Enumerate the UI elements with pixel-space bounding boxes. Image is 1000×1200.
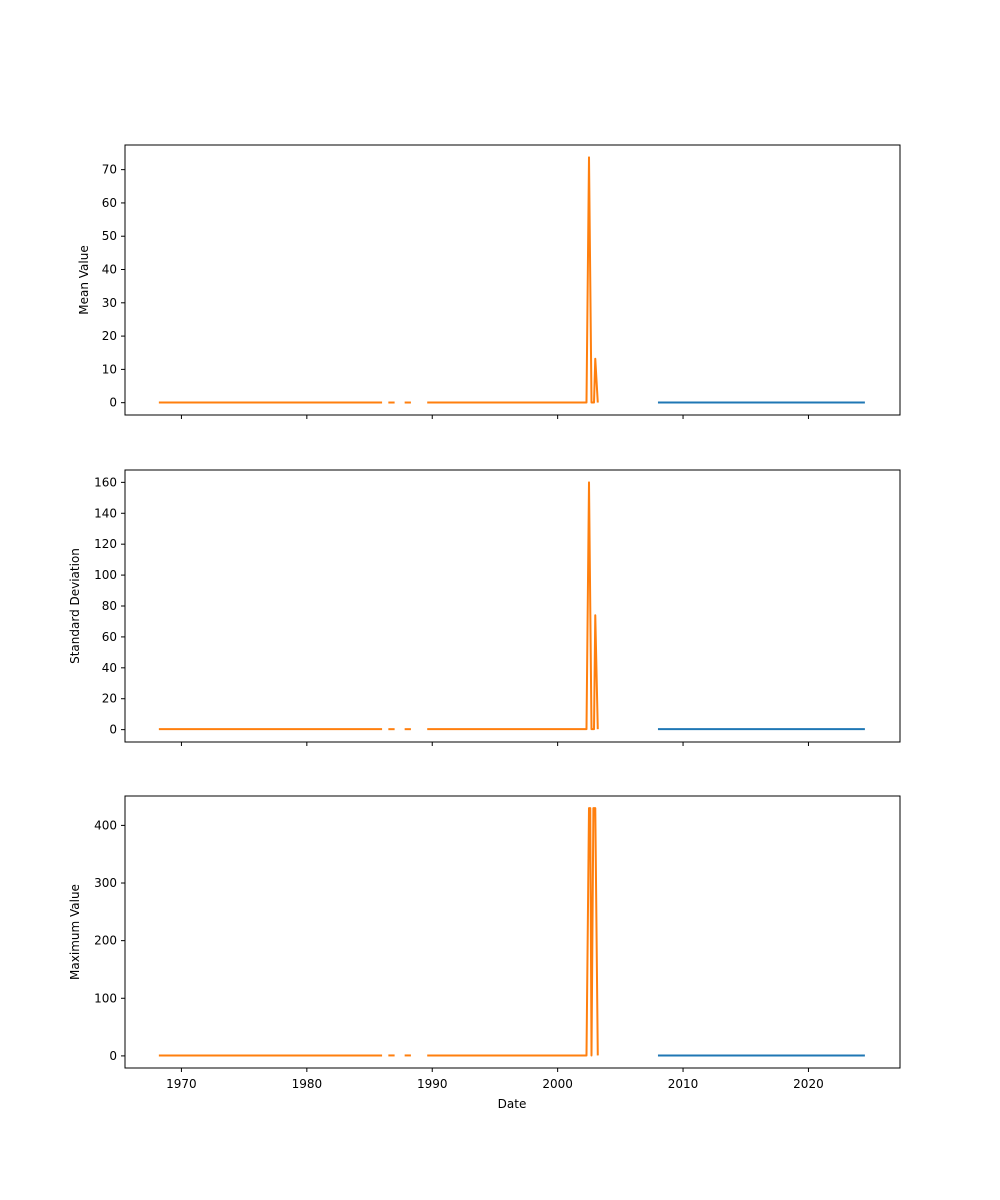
y-tick-label: 70 <box>102 163 117 177</box>
x-tick-label: 1990 <box>417 1077 448 1091</box>
plot-lines <box>158 481 865 731</box>
y-axis-label: Mean Value <box>77 245 91 314</box>
y-tick-label: 30 <box>102 296 117 310</box>
y-tick-label: 100 <box>94 991 117 1005</box>
y-tick-label: 100 <box>94 568 117 582</box>
x-tick-label: 1970 <box>166 1077 197 1091</box>
y-tick-label: 160 <box>94 475 117 489</box>
subplot-maximum-value: 0 100 200 300 400 1970 1980 1990 2000 2010 2020 Max… <box>68 795 901 1091</box>
series-orange-line <box>427 481 599 731</box>
y-tick-label: 20 <box>102 692 117 706</box>
series-orange-line <box>427 807 599 1057</box>
plot-lines <box>158 156 865 404</box>
x-axis-label: Date <box>498 1097 527 1111</box>
x-tick-label: 2020 <box>793 1077 824 1091</box>
y-tick-label: 50 <box>102 229 117 243</box>
x-tick-label: 2000 <box>542 1077 573 1091</box>
y-tick-label: 60 <box>102 630 117 644</box>
y-tick-label: 40 <box>102 661 117 675</box>
y-tick-label: 400 <box>94 818 117 832</box>
y-tick-label: 0 <box>109 1049 117 1063</box>
y-tick-label: 80 <box>102 599 117 613</box>
subplot-mean-value: 0 10 20 30 40 50 60 70 Mean Value <box>77 144 901 419</box>
y-tick-label: 20 <box>102 329 117 343</box>
y-tick-label: 300 <box>94 876 117 890</box>
y-tick-label: 120 <box>94 537 117 551</box>
axes-frame <box>124 795 901 1069</box>
plot-lines <box>158 807 865 1057</box>
series-orange-line <box>427 156 599 404</box>
y-tick-label: 60 <box>102 196 117 210</box>
y-tick-label: 200 <box>94 934 117 948</box>
y-tick-label: 10 <box>102 362 117 376</box>
subplot-standard-deviation: 0 20 40 60 80 100 120 140 160 Standard Deviation <box>68 469 901 746</box>
y-tick-label: 40 <box>102 263 117 277</box>
axes-frame <box>124 144 901 416</box>
y-axis-label: Standard Deviation <box>68 548 82 664</box>
y-tick-label: 140 <box>94 506 117 520</box>
x-tick-label: 1980 <box>292 1077 323 1091</box>
y-tick-label: 0 <box>109 396 117 410</box>
y-tick-label: 0 <box>109 723 117 737</box>
x-tick-label: 2010 <box>668 1077 699 1091</box>
y-axis-label: Maximum Value <box>68 884 82 980</box>
